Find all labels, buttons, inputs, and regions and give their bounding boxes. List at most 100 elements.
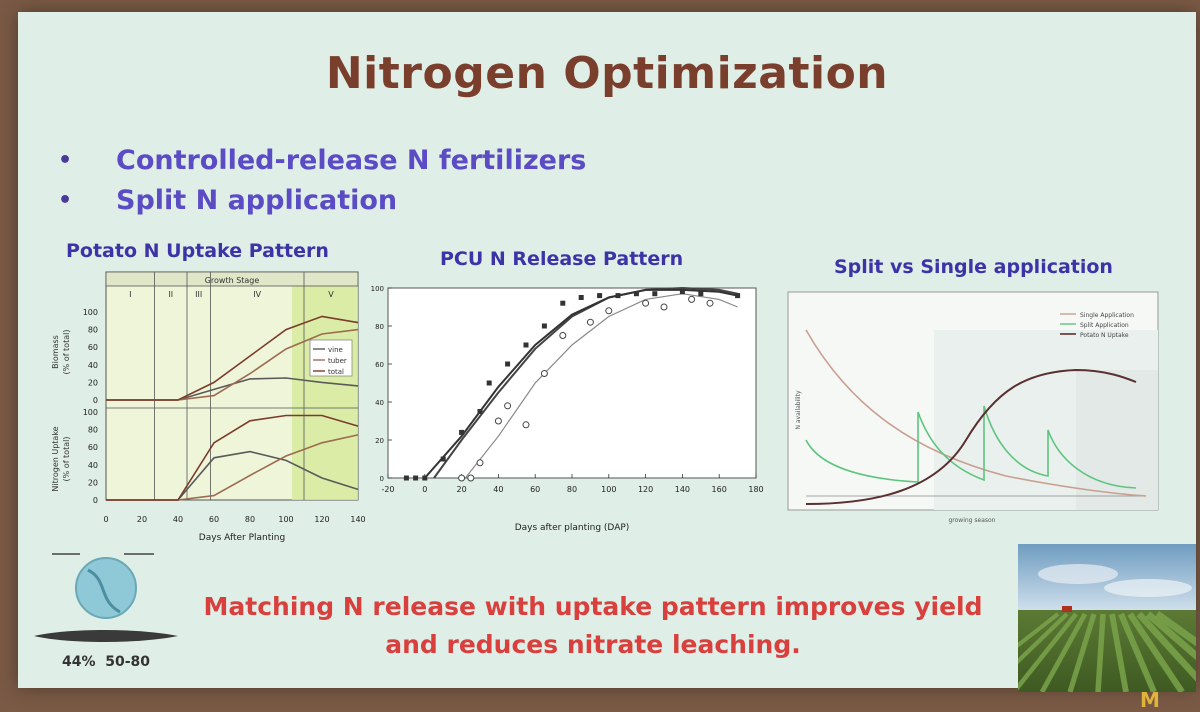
bullet-marker: •	[58, 147, 73, 173]
x-tick-label: 140	[675, 485, 690, 494]
crop-row	[1018, 612, 1060, 648]
x-tick-label: -20	[381, 485, 394, 494]
x-tick-label: 120	[314, 515, 329, 524]
caption-line-2: and reduces nitrate leaching.	[385, 630, 801, 659]
split-panel-title: Split vs Single application	[834, 256, 1113, 278]
data-point	[505, 361, 511, 367]
stage-v-shading	[292, 272, 358, 500]
legend-label: tuber	[328, 357, 347, 365]
uptake-chart: Growth Stage I II III IV V 00202040406060808…	[51, 271, 366, 543]
globe-stripe	[87, 568, 121, 614]
y-tick-label: 80	[88, 326, 98, 335]
split-shaded-region-late	[1076, 370, 1158, 510]
uptake-ylabel-2: (% of total)	[62, 437, 71, 482]
y-tick-label: 100	[83, 408, 98, 417]
uptake-legend	[309, 339, 353, 377]
bullet-item: • Split N application	[58, 180, 586, 220]
data-point	[440, 456, 446, 462]
single-application-line	[805, 329, 1147, 497]
cloud	[1104, 579, 1192, 597]
crop-row	[1145, 611, 1196, 661]
x-tick-label: 120	[638, 485, 653, 494]
data-point-open	[660, 303, 668, 311]
data-point	[698, 291, 704, 297]
x-tick-label: 60	[209, 515, 219, 524]
y-tick-label: 0	[93, 396, 98, 405]
university-logo: M	[1140, 688, 1160, 712]
y-tick-label: 80	[88, 426, 98, 435]
caption-line-1: Matching N release with uptake pattern i…	[203, 592, 983, 621]
x-tick-label: 60	[530, 485, 540, 494]
data-point-open	[504, 402, 512, 410]
y-tick-label: 20	[375, 437, 384, 445]
x-tick-label: 0	[103, 515, 108, 524]
growth-stage-bar	[105, 271, 359, 287]
y-tick-label: 40	[88, 461, 98, 470]
globe-icon	[75, 557, 137, 619]
data-point-open	[467, 474, 475, 482]
bullet-list: • Controlled-release N fertilizers • Spl…	[58, 140, 586, 220]
split-application-line	[805, 405, 1137, 489]
growth-stage-label: Growth Stage	[205, 276, 260, 285]
x-tick-label: 40	[493, 485, 503, 494]
data-point	[422, 475, 428, 481]
data-point	[486, 380, 492, 386]
stat-percent: 44%	[62, 654, 96, 670]
bullet-item: • Controlled-release N fertilizers	[58, 140, 586, 180]
y-tick-label: 60	[88, 343, 98, 352]
data-point-open	[559, 332, 567, 339]
data-point-open	[605, 307, 613, 315]
bullet-text: Split N application	[116, 184, 398, 216]
pcu-plot-area	[387, 287, 757, 479]
biomass-ylabel-2: (% of total)	[62, 330, 71, 375]
data-point-open	[706, 299, 714, 307]
potato-field-photo	[1018, 544, 1196, 692]
data-point	[679, 289, 685, 295]
uptake-ylabel-1: Nitrogen Uptake	[51, 426, 60, 491]
data-point	[597, 293, 603, 299]
uptake-panel-title: Potato N Uptake Pattern	[66, 240, 329, 262]
crop-row	[1039, 612, 1088, 692]
data-point-open	[476, 459, 484, 467]
y-tick-label: 100	[371, 285, 384, 293]
slide: Nitrogen Optimization • Controlled-relea…	[18, 12, 1196, 692]
data-point-open	[522, 421, 530, 429]
data-point	[413, 475, 419, 481]
x-tick-label: 180	[748, 485, 763, 494]
stage-label: II	[168, 290, 173, 299]
x-tick-label: 100	[601, 485, 616, 494]
pcu-panel-title: PCU N Release Pattern	[440, 248, 684, 270]
cloud	[1038, 564, 1118, 584]
legend-uptake: Potato N Uptake	[1080, 332, 1129, 339]
data-point	[560, 300, 566, 306]
release-curve	[464, 293, 738, 479]
x-tick-label: 0	[422, 485, 427, 494]
legend-split: Split Application	[1080, 322, 1129, 329]
data-point-open	[458, 474, 466, 482]
stats-labels: 44% 50-80	[62, 654, 150, 670]
legend-single: Single Application	[1080, 312, 1134, 319]
bullet-text: Controlled-release N fertilizers	[116, 144, 587, 176]
data-point	[578, 295, 584, 300]
pcu-chart: -20 0 20 40 60 80 100 120 140 160 180020406080100 …	[371, 285, 764, 533]
x-tick-label: 80	[245, 515, 255, 524]
crop-row	[1018, 612, 1069, 665]
split-xlabel: growing season	[948, 517, 995, 524]
data-point-open	[688, 295, 696, 303]
y-tick-label: 0	[380, 475, 384, 483]
data-point	[459, 429, 465, 435]
crop-row	[1118, 612, 1157, 692]
bullet-marker: •	[58, 187, 73, 213]
y-tick-label: 80	[375, 323, 384, 331]
y-tick-label: 20	[88, 378, 98, 387]
caption: Matching N release with uptake pattern i…	[198, 588, 988, 664]
x-tick-label: 80	[567, 485, 577, 494]
crop-row	[1136, 611, 1196, 682]
data-point	[403, 475, 409, 481]
uptake-xlabel: Days After Planting	[199, 533, 285, 543]
x-tick-label: 100	[278, 515, 293, 524]
crop-row	[1067, 613, 1097, 692]
data-point	[652, 291, 658, 297]
y-tick-label: 60	[375, 361, 384, 369]
x-tick-label: 20	[457, 485, 467, 494]
